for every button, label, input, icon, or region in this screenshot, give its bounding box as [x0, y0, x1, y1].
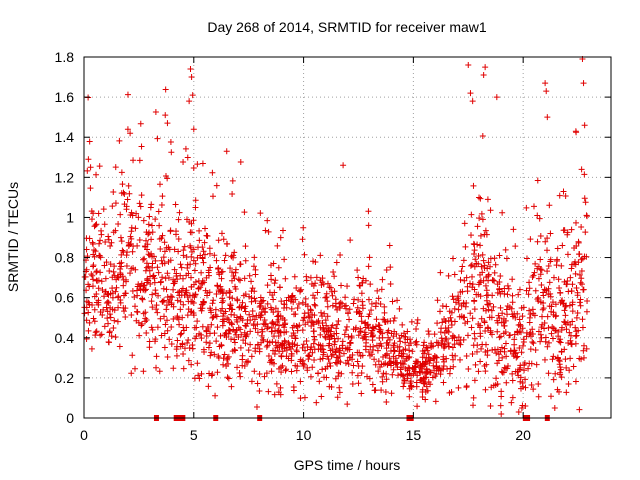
srmtid-scatter-chart: 0 0.2 0.4 0.6 0.8 1 1.2 1.4 1.6 1.8 0 5 10 15 20 Day 2… [0, 0, 640, 480]
y-tick-label: 1.6 [55, 89, 75, 105]
x-tick-label: 10 [296, 427, 312, 443]
y-tick-label: 0.2 [55, 370, 75, 386]
chart-title: Day 268 of 2014, SRMTID for receiver maw… [207, 19, 487, 35]
y-tick-label: 1.4 [55, 129, 75, 145]
x-axis-label: GPS time / hours [294, 457, 401, 473]
x-tick-label: 5 [190, 427, 198, 443]
y-axis-label: SRMTID / TECUs [5, 182, 21, 292]
y-tick-label: 0.8 [55, 250, 75, 266]
x-tick-label: 20 [515, 427, 531, 443]
y-tick-label: 1.8 [55, 49, 75, 65]
x-tick-label: 0 [80, 427, 88, 443]
chart-background [0, 0, 640, 480]
x-tick-label: 15 [406, 427, 422, 443]
y-tick-label: 1.2 [55, 169, 75, 185]
y-tick-label: 0.4 [55, 330, 75, 346]
y-tick-label: 1 [66, 209, 74, 225]
y-tick-label: 0.6 [55, 290, 75, 306]
y-tick-label: 0 [66, 410, 74, 426]
